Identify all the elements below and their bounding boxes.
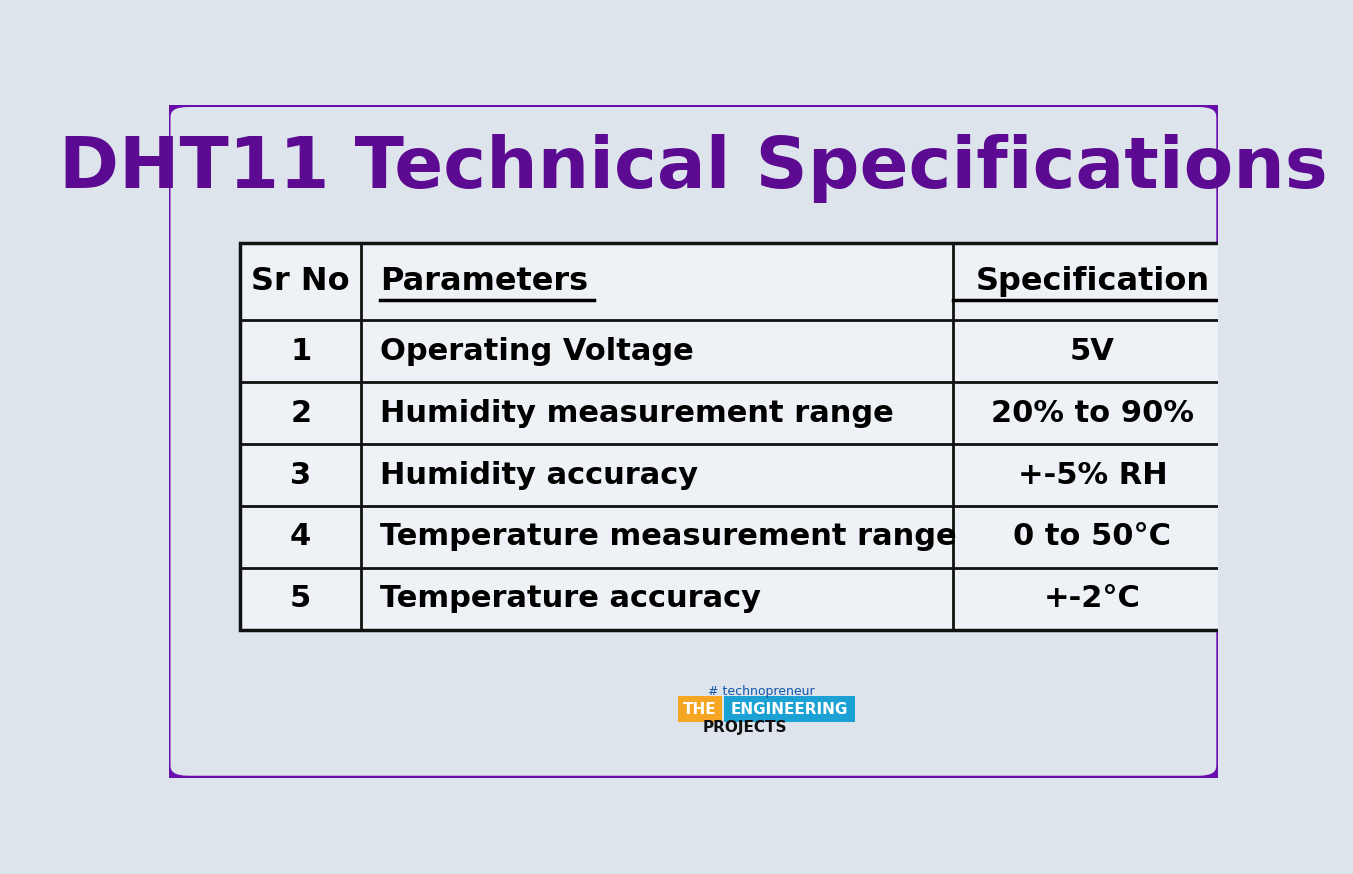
Bar	[678, 697, 721, 722]
Text: +-2°C: +-2°C	[1045, 585, 1141, 614]
Bar	[724, 697, 855, 722]
FancyBboxPatch shape	[166, 103, 1220, 780]
Text: 1: 1	[290, 336, 311, 365]
Text: 2: 2	[290, 399, 311, 427]
Text: 0 to 50°C: 0 to 50°C	[1013, 523, 1172, 551]
Text: # technopreneur: # technopreneur	[708, 685, 815, 698]
Text: 3: 3	[290, 461, 311, 489]
Text: PROJECTS: PROJECTS	[702, 720, 787, 735]
Text: Humidity accuracy: Humidity accuracy	[380, 461, 698, 489]
Text: Specification: Specification	[976, 266, 1210, 297]
Text: DHT11 Technical Specifications: DHT11 Technical Specifications	[60, 135, 1327, 204]
Text: Temperature measurement range: Temperature measurement range	[380, 523, 957, 551]
Text: +-5% RH: +-5% RH	[1017, 461, 1168, 489]
Text: 20% to 90%: 20% to 90%	[990, 399, 1193, 427]
Text: Sr No: Sr No	[252, 266, 350, 297]
Text: 5V: 5V	[1070, 336, 1115, 365]
Text: Humidity measurement range: Humidity measurement range	[380, 399, 893, 427]
Text: Parameters: Parameters	[380, 266, 589, 297]
Bar	[241, 243, 1231, 630]
Text: Temperature accuracy: Temperature accuracy	[380, 585, 760, 614]
Text: Operating Voltage: Operating Voltage	[380, 336, 694, 365]
Text: ENGINEERING: ENGINEERING	[731, 702, 848, 717]
Text: THE: THE	[683, 702, 717, 717]
Text: 5: 5	[290, 585, 311, 614]
Text: 4: 4	[290, 523, 311, 551]
Bar	[241, 243, 1231, 630]
